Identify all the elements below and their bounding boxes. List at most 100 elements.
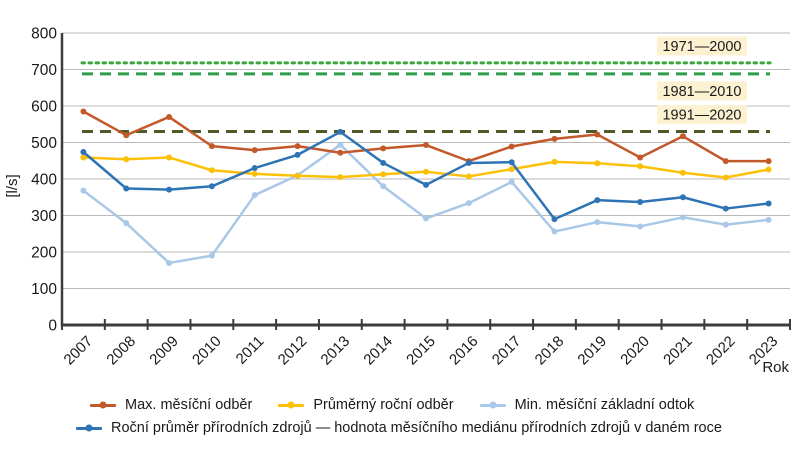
data-point — [465, 159, 472, 166]
data-point — [380, 183, 387, 190]
data-point — [251, 192, 258, 199]
data-point — [465, 200, 472, 207]
data-point — [637, 154, 644, 161]
legend-marker-min-mesicni-zakladni-odtok — [479, 401, 506, 409]
x-tick-label: 2010 — [189, 333, 225, 369]
data-point — [380, 171, 387, 178]
legend-label: Min. měsíční základní odtok — [514, 397, 695, 413]
data-point — [637, 223, 644, 230]
data-point — [423, 142, 429, 149]
data-point — [679, 133, 686, 140]
data-point — [337, 141, 344, 148]
data-point — [80, 108, 87, 115]
data-point — [294, 151, 301, 158]
reference-label-bg — [657, 105, 747, 125]
x-tick-label: 2020 — [617, 333, 653, 369]
legend-row-1: Max. měsíční odběr Průměrný roční odběr … — [90, 397, 800, 413]
data-point — [508, 159, 515, 166]
y-tick-label: 700 — [31, 62, 57, 79]
data-point — [722, 205, 729, 212]
legend-item-max-mesicni-odber: Max. měsíční odběr — [90, 397, 252, 413]
y-tick-label: 500 — [31, 135, 57, 152]
data-point — [594, 219, 601, 226]
data-point — [637, 163, 644, 170]
legend-marker-rocni-prumer-prirodnich-zdroju — [76, 424, 102, 432]
data-point — [251, 170, 258, 177]
data-point — [423, 168, 429, 175]
data-point — [251, 147, 258, 154]
x-tick-label: 2014 — [360, 333, 396, 369]
x-tick-label: 2021 — [660, 333, 696, 369]
data-point — [423, 181, 429, 188]
reference-label: 1971—2000 — [662, 39, 741, 55]
legend: Max. měsíční odběr Průměrný roční odběr … — [0, 397, 800, 436]
legend-marker-max-mesicni-odber — [90, 401, 116, 409]
data-point — [765, 166, 772, 173]
data-point — [251, 165, 258, 172]
data-point — [166, 113, 173, 120]
x-tick-label: 2019 — [575, 333, 611, 369]
data-point — [765, 216, 772, 223]
legend-dot-icon — [287, 401, 295, 409]
data-point — [594, 160, 601, 167]
data-point — [551, 228, 558, 235]
data-point — [722, 174, 729, 181]
x-tick-label: 2018 — [532, 333, 568, 369]
data-point — [508, 178, 515, 185]
data-point — [208, 143, 215, 150]
x-tick-label: 2013 — [318, 333, 354, 369]
data-point — [722, 221, 729, 228]
y-axis-unit-label: [l/s] — [4, 174, 21, 197]
data-point — [765, 200, 772, 207]
y-tick-label: 100 — [31, 281, 57, 298]
legend-dot-icon — [489, 401, 497, 409]
reference-label: 1981—2010 — [662, 84, 741, 100]
data-point — [123, 185, 130, 192]
data-point — [679, 169, 686, 176]
data-point — [551, 158, 558, 165]
x-tick-label: 2012 — [275, 333, 311, 369]
data-point — [508, 166, 515, 173]
y-tick-label: 600 — [31, 99, 57, 116]
legend-item-rocni-prumer-prirodnich-zdroju: Roční průměr přírodních zdrojů — hodnota… — [76, 420, 722, 436]
data-point — [294, 143, 301, 150]
legend-label: Max. měsíční odběr — [125, 397, 253, 413]
data-point — [337, 128, 344, 135]
data-point — [722, 158, 729, 165]
data-point — [380, 145, 387, 152]
data-point — [123, 156, 130, 163]
data-point — [123, 220, 130, 227]
data-point — [637, 198, 644, 205]
x-axis-title: Rok — [762, 359, 789, 376]
data-point — [208, 183, 215, 190]
data-point — [594, 131, 601, 138]
data-point — [765, 158, 772, 165]
data-point — [380, 159, 387, 166]
data-point — [551, 216, 558, 223]
data-point — [123, 132, 130, 139]
y-tick-label: 0 — [48, 318, 57, 335]
x-tick-label: 2009 — [146, 333, 182, 369]
legend-item-min-mesicni-zakladni-odtok: Min. měsíční základní odtok — [479, 397, 695, 413]
data-point — [80, 154, 87, 161]
y-tick-label: 400 — [31, 172, 57, 189]
x-tick-label: 2015 — [403, 333, 439, 369]
legend-dot-icon — [99, 401, 107, 409]
data-point — [679, 194, 686, 201]
x-tick-label: 2017 — [489, 333, 525, 369]
y-tick-label: 200 — [31, 245, 57, 262]
data-point — [465, 173, 472, 180]
data-point — [166, 259, 173, 266]
legend-marker-prumerny-rocni-odber — [278, 401, 305, 409]
x-tick-label: 2008 — [103, 333, 139, 369]
data-point — [337, 174, 344, 181]
data-point — [80, 187, 87, 194]
data-point — [594, 197, 601, 204]
data-point — [208, 167, 215, 174]
legend-label: Průměrný roční odběr — [313, 397, 454, 413]
data-point — [508, 143, 515, 150]
reference-label-bg — [657, 36, 747, 56]
data-point — [166, 154, 173, 161]
x-tick-label: 2016 — [446, 333, 482, 369]
